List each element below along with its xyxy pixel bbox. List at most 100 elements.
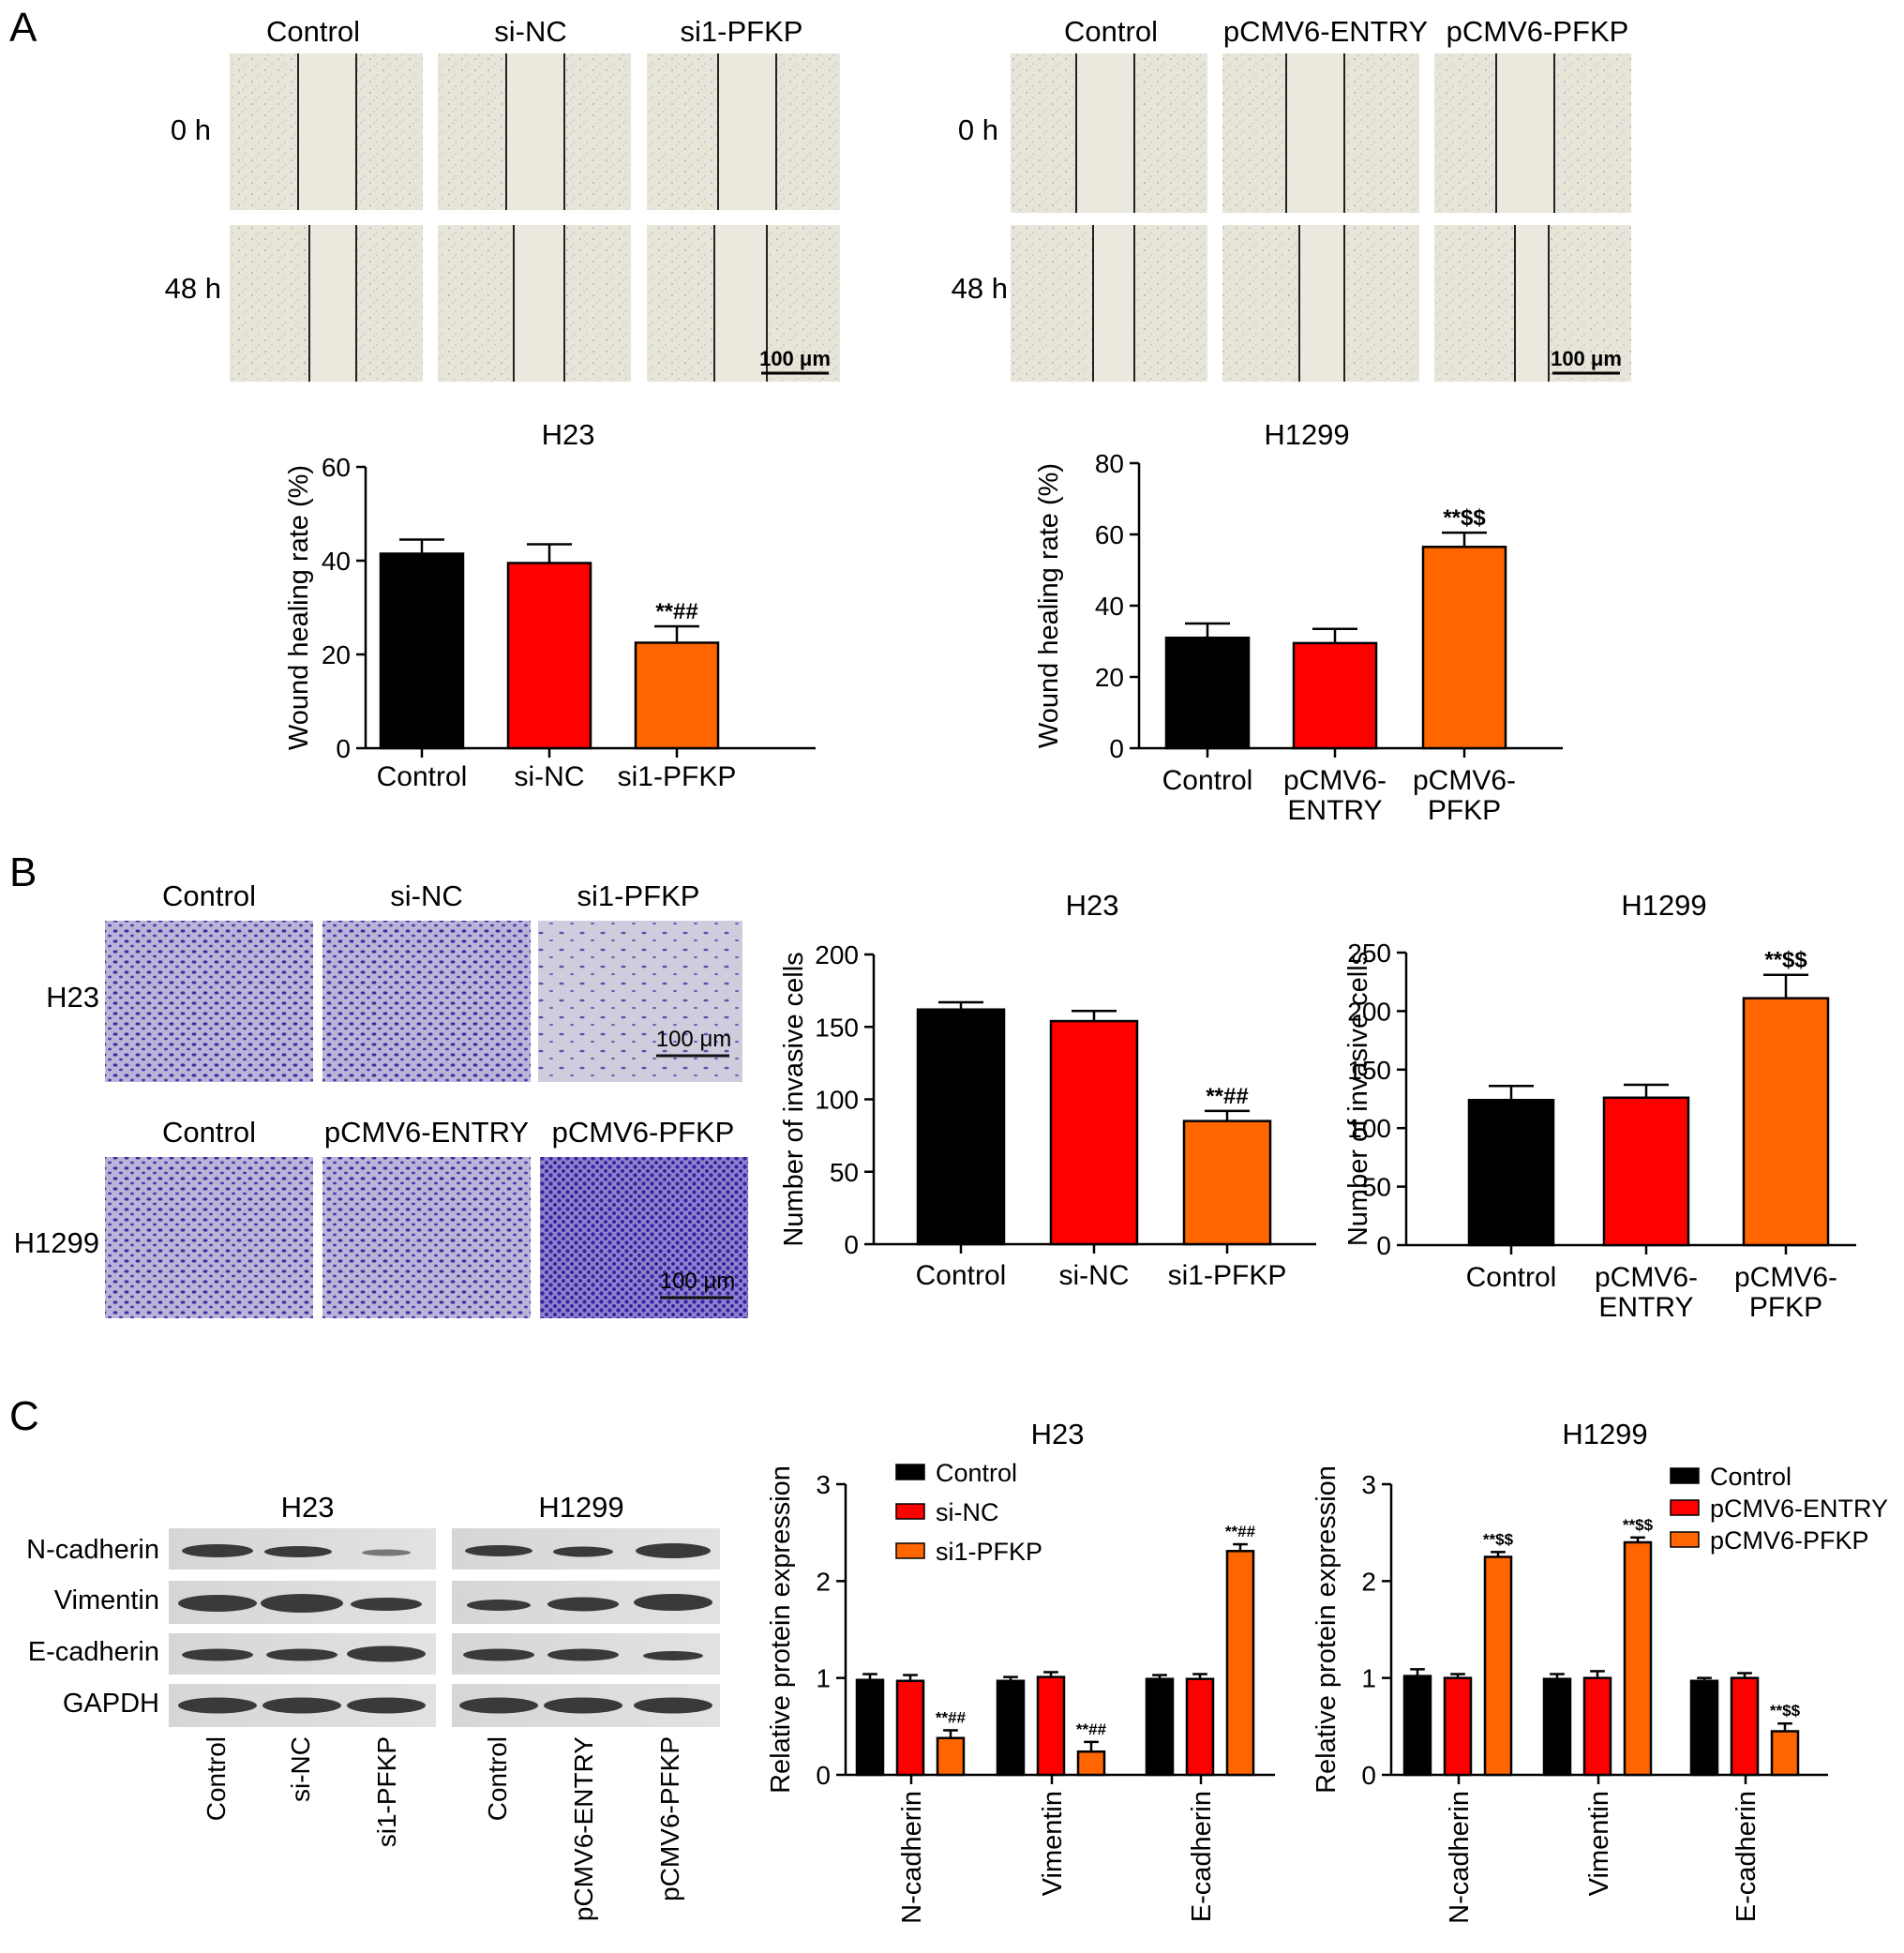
significance-label: **## xyxy=(655,599,697,624)
blot-band xyxy=(463,1648,534,1661)
scratch-images-h23: Control si-NC si1-PFKP 0 h 48 h 100 μm xyxy=(165,15,840,382)
invasion-image xyxy=(322,1157,531,1318)
y-axis-label: Wound healing rate (%) xyxy=(284,465,314,750)
scale-bar-label: 100 μm xyxy=(759,347,831,370)
y-tick-label: 1 xyxy=(816,1664,831,1693)
chart-title: H23 xyxy=(542,418,595,451)
y-axis-label: Number of invasive cells xyxy=(779,952,809,1246)
blot-band xyxy=(351,1598,422,1611)
legend-swatch xyxy=(1670,1467,1700,1484)
chart-invasion-h23: H23 Number of invasive cells 0 50 100 150 200 C… xyxy=(779,889,1316,1291)
scratch-h1299-row-48h: 48 h xyxy=(952,272,1008,305)
significance-label: **$$ xyxy=(1483,1530,1514,1548)
bar xyxy=(1049,1019,1139,1246)
x-tick-label: pCMV6- xyxy=(1734,1262,1837,1293)
bar xyxy=(1182,1119,1272,1246)
y-tick-label: 0 xyxy=(336,734,351,763)
legend-swatch xyxy=(1670,1499,1700,1516)
x-tick-label: PFKP xyxy=(1428,795,1501,826)
panel-label-b: B xyxy=(9,849,37,895)
blot-lane-label: pCMV6-ENTRY xyxy=(569,1736,598,1921)
scratch-h23-header-control: Control xyxy=(266,15,360,48)
bar xyxy=(996,1679,1026,1777)
blot-cell-line-h1299: H1299 xyxy=(538,1491,623,1524)
significance-label: **$$ xyxy=(1623,1516,1654,1534)
x-tick-label: si-NC xyxy=(1059,1260,1130,1291)
chart-invasion-h1299: H1299 Number of invasive cells 0 50 100 150 20… xyxy=(1343,889,1856,1323)
y-tick-label: 200 xyxy=(1347,997,1391,1026)
scale-bar-label: 100 μm xyxy=(660,1269,736,1294)
x-tick-label: Control xyxy=(916,1260,1007,1291)
x-tick-label: Control xyxy=(1162,765,1253,796)
y-tick-label: 0 xyxy=(1376,1231,1391,1260)
significance-label: **## xyxy=(1076,1720,1107,1738)
blot-band xyxy=(362,1549,411,1556)
x-tick-label: E-cadherin xyxy=(1187,1791,1217,1922)
x-tick-label: Vimentin xyxy=(1584,1791,1614,1896)
chart-title: H23 xyxy=(1031,1418,1085,1450)
blot-band xyxy=(467,1600,531,1611)
blot-band xyxy=(544,1697,622,1714)
x-tick-label: si1-PFKP xyxy=(618,761,737,792)
legend-label: si1-PFKP xyxy=(936,1538,1042,1566)
chart-wound-healing-h23: H23 Wound healing rate (%) 0 20 40 60 Control s… xyxy=(284,418,816,792)
chart-title: H1299 xyxy=(1562,1418,1647,1450)
legend-label: pCMV6-PFKP xyxy=(1710,1526,1869,1555)
bar xyxy=(916,1008,1006,1246)
blot-lane-label: si-NC xyxy=(286,1736,315,1802)
bar xyxy=(936,1736,966,1777)
bar xyxy=(1443,1676,1473,1777)
scratch-h1299-header-pfkp: pCMV6-PFKP xyxy=(1447,15,1629,48)
y-tick-label: 1 xyxy=(1361,1664,1376,1693)
x-tick-label: pCMV6- xyxy=(1283,765,1387,796)
x-tick-label: PFKP xyxy=(1749,1292,1822,1323)
y-tick-label: 0 xyxy=(816,1761,831,1790)
bar xyxy=(1689,1679,1719,1777)
x-tick-label: ENTRY xyxy=(1287,795,1382,826)
blot-cell-line-h23: H23 xyxy=(281,1491,335,1524)
x-tick-label: ENTRY xyxy=(1598,1292,1693,1323)
legend-label: si-NC xyxy=(936,1498,999,1526)
blot-lane-label: Control xyxy=(202,1736,231,1821)
y-tick-label: 0 xyxy=(844,1230,859,1259)
chart-protein-h23: H23 Relative protein expression 0 1 2 3 **## N-… xyxy=(766,1418,1275,1924)
invasion-h23-header-si1-pfkp: si1-PFKP xyxy=(577,879,700,912)
invasion-h23-header-si-nc: si-NC xyxy=(390,879,463,912)
blot-band xyxy=(347,1697,426,1714)
chart-title: H1299 xyxy=(1264,418,1349,451)
bar xyxy=(1076,1750,1106,1777)
y-tick-label: 50 xyxy=(830,1158,859,1187)
legend-label: Control xyxy=(936,1459,1017,1487)
y-tick-label: 0 xyxy=(1109,734,1124,763)
invasion-image xyxy=(540,1157,748,1318)
blot-band xyxy=(553,1546,613,1557)
bar xyxy=(1483,1555,1513,1777)
significance-label: **$$ xyxy=(1764,948,1807,973)
y-tick-label: 60 xyxy=(1095,520,1124,549)
y-tick-label: 150 xyxy=(1347,1056,1391,1085)
invasion-h1299-header-entry: pCMV6-ENTRY xyxy=(324,1116,529,1149)
significance-label: **## xyxy=(1206,1084,1248,1109)
blot-protein-n-cadherin: N-cadherin xyxy=(26,1535,159,1565)
bar xyxy=(1145,1677,1175,1777)
y-axis-label: Wound healing rate (%) xyxy=(1034,463,1064,748)
scratch-h1299-header-entry: pCMV6-ENTRY xyxy=(1223,15,1428,48)
invasion-h1299-header-control: Control xyxy=(162,1116,256,1149)
y-tick-label: 0 xyxy=(1361,1761,1376,1790)
blot-band xyxy=(634,1594,712,1611)
bar xyxy=(1225,1550,1255,1777)
bar xyxy=(1742,997,1830,1247)
y-tick-label: 80 xyxy=(1095,449,1124,478)
blot-band xyxy=(266,1648,337,1661)
y-tick-label: 40 xyxy=(1095,592,1124,621)
blot-band xyxy=(261,1594,343,1613)
y-tick-label: 150 xyxy=(815,1013,859,1042)
y-tick-label: 200 xyxy=(815,940,859,969)
blot-protein-vimentin: Vimentin xyxy=(54,1585,159,1615)
bar xyxy=(1467,1098,1555,1247)
y-tick-label: 2 xyxy=(1361,1567,1376,1596)
x-tick-label: si1-PFKP xyxy=(1168,1260,1287,1291)
blot-band xyxy=(634,1697,712,1714)
blot-lane-label: Control xyxy=(483,1736,512,1821)
bar xyxy=(1582,1676,1612,1777)
